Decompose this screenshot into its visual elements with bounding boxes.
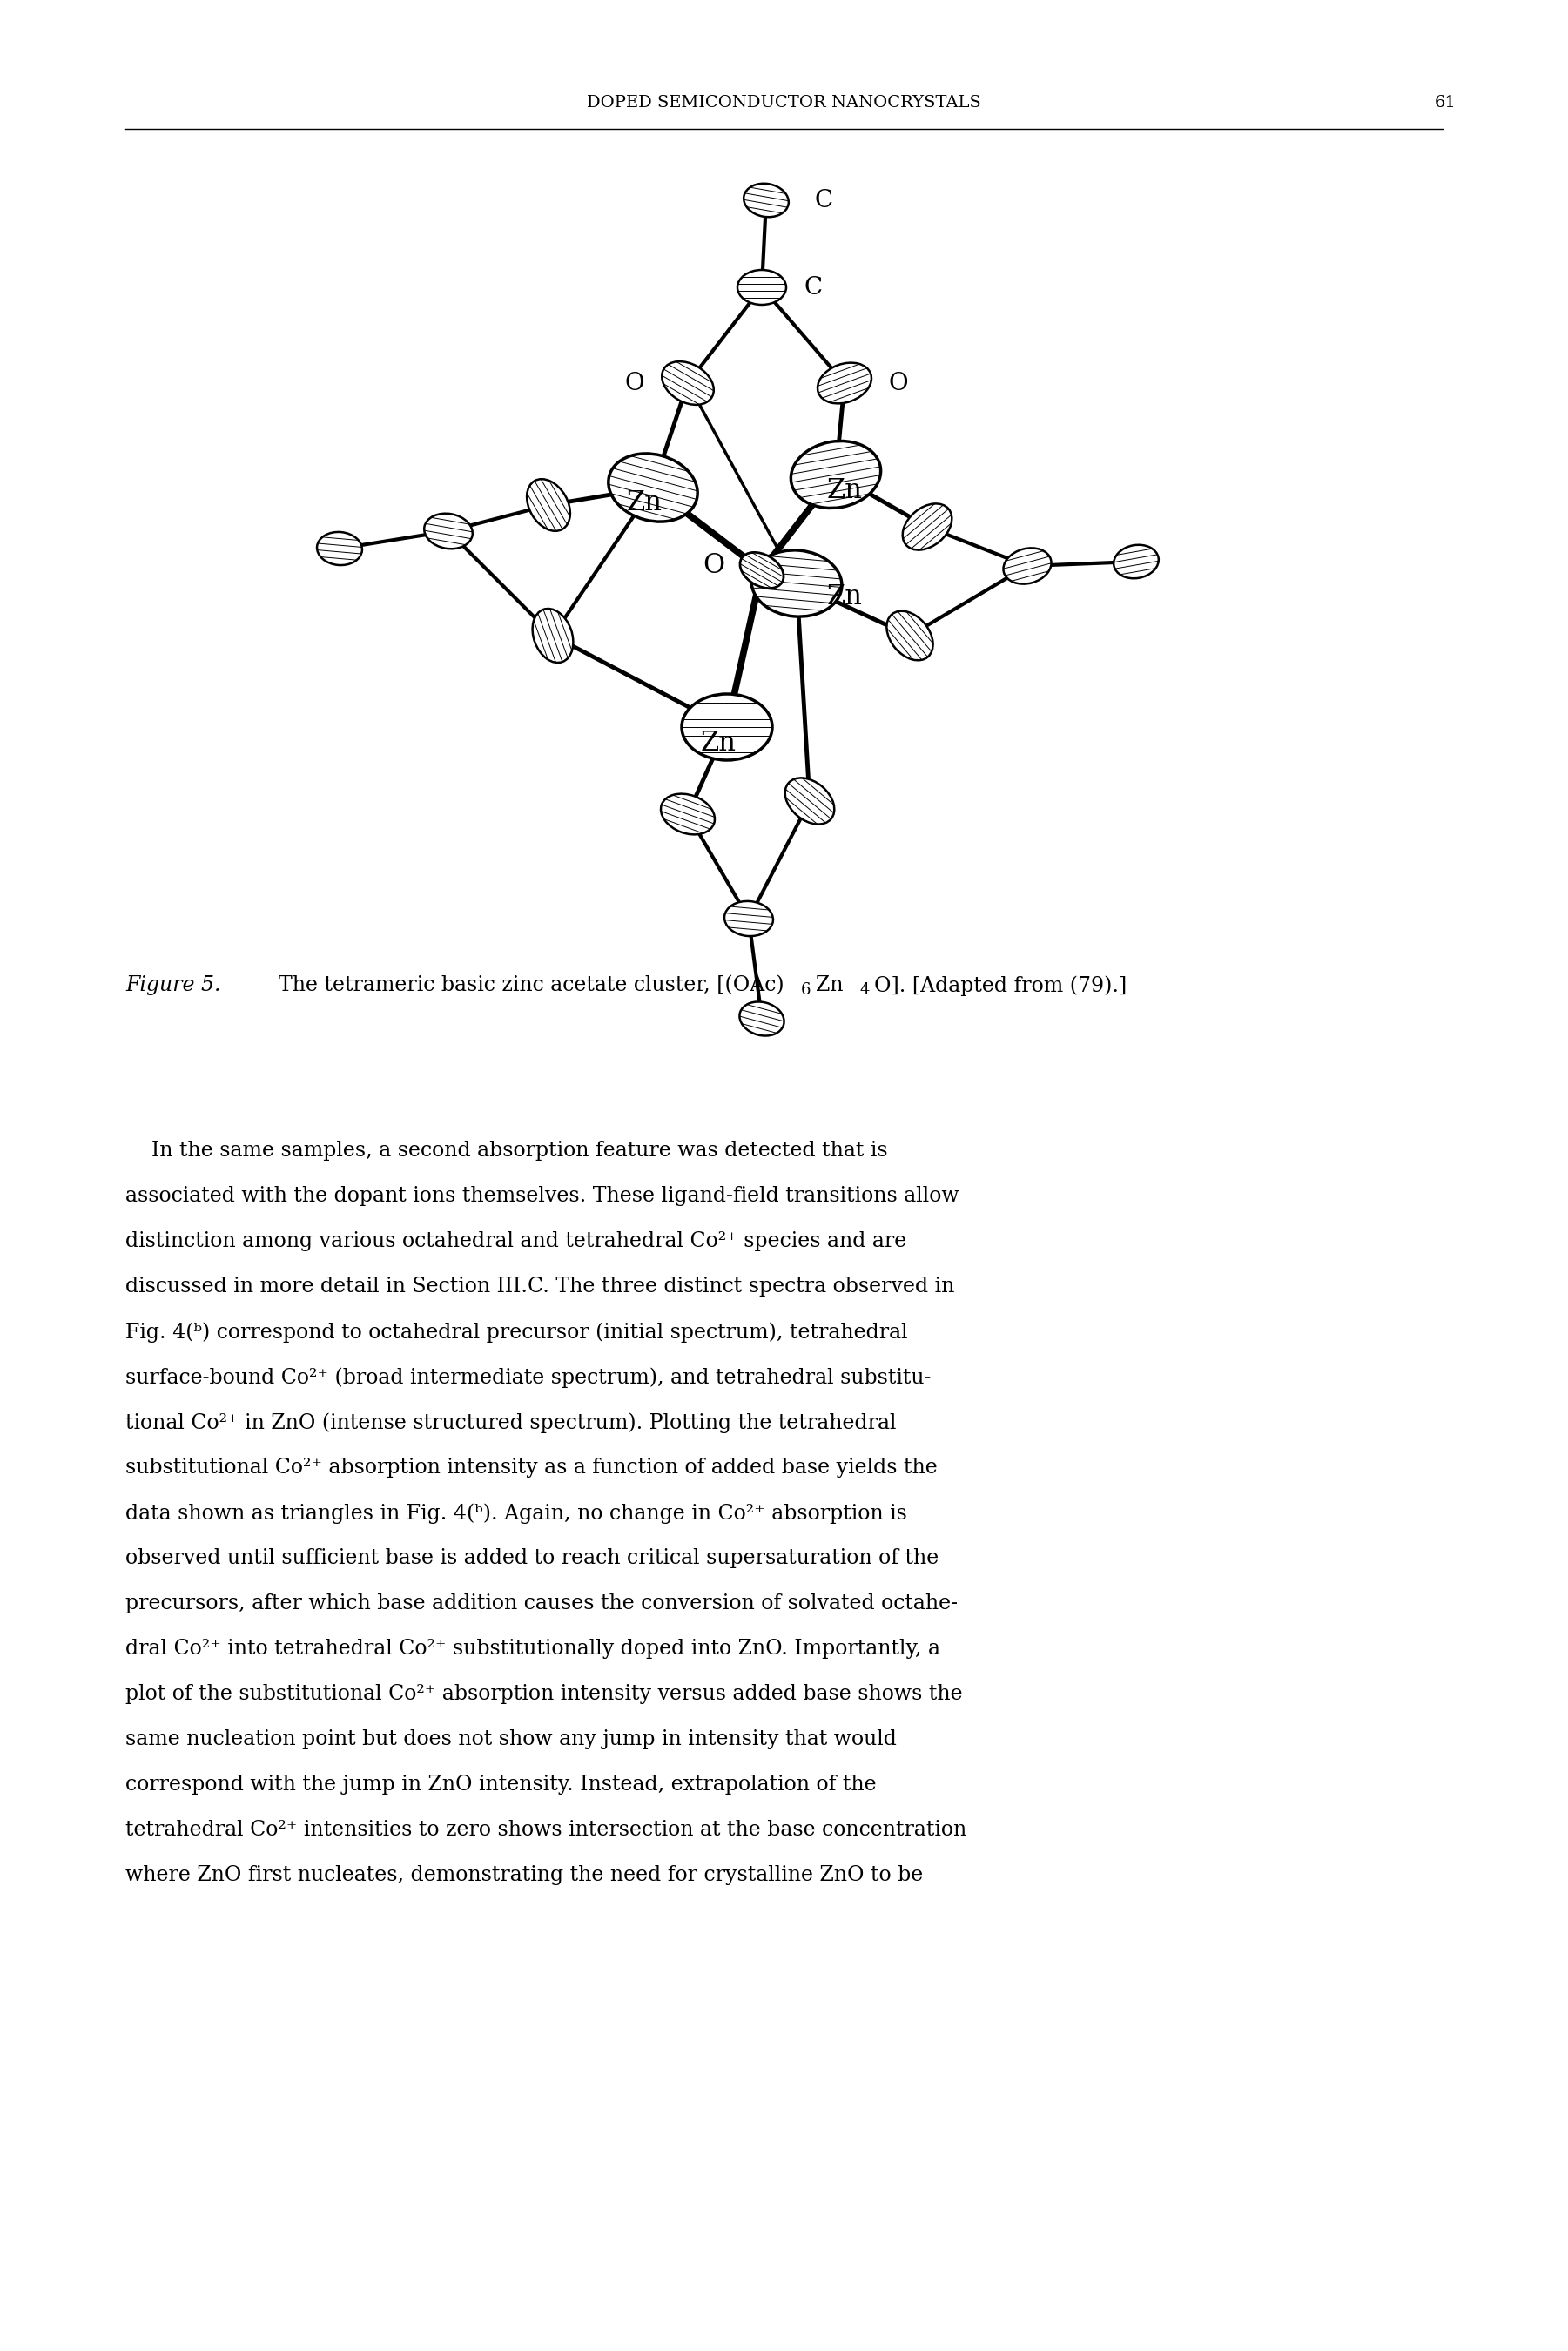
Text: 61: 61 — [1435, 94, 1457, 110]
Ellipse shape — [903, 503, 952, 550]
Text: surface-bound Co²⁺ (broad intermediate spectrum), and tetrahedral substitu-: surface-bound Co²⁺ (broad intermediate s… — [125, 1366, 931, 1387]
Text: DOPED SEMICONDUCTOR NANOCRYSTALS: DOPED SEMICONDUCTOR NANOCRYSTALS — [586, 94, 980, 110]
Ellipse shape — [1004, 548, 1051, 583]
Ellipse shape — [743, 183, 789, 216]
Text: distinction among various octahedral and tetrahedral Co²⁺ species and are: distinction among various octahedral and… — [125, 1232, 906, 1251]
Ellipse shape — [786, 778, 834, 825]
Ellipse shape — [886, 611, 933, 661]
Text: substitutional Co²⁺ absorption intensity as a function of added base yields the: substitutional Co²⁺ absorption intensity… — [125, 1458, 938, 1479]
Text: where ZnO first nucleates, demonstrating the need for crystalline ZnO to be: where ZnO first nucleates, demonstrating… — [125, 1864, 924, 1886]
Ellipse shape — [608, 454, 698, 522]
Ellipse shape — [660, 795, 715, 835]
Ellipse shape — [317, 531, 362, 564]
Ellipse shape — [790, 442, 881, 508]
Text: Zn: Zn — [826, 477, 862, 503]
Text: 6: 6 — [801, 983, 811, 997]
Text: O]. [Adapted from (79).]: O]. [Adapted from (79).] — [873, 976, 1127, 997]
Text: tional Co²⁺ in ZnO (intense structured spectrum). Plotting the tetrahedral: tional Co²⁺ in ZnO (intense structured s… — [125, 1413, 897, 1432]
Ellipse shape — [682, 694, 773, 759]
Text: Fig. 4(ᵇ) correspond to octahedral precursor (initial spectrum), tetrahedral: Fig. 4(ᵇ) correspond to octahedral precu… — [125, 1321, 908, 1342]
Ellipse shape — [737, 270, 786, 306]
Ellipse shape — [740, 1002, 784, 1037]
Text: associated with the dopant ions themselves. These ligand-field transitions allow: associated with the dopant ions themselv… — [125, 1185, 960, 1206]
Text: C: C — [814, 188, 833, 212]
Text: The tetrameric basic zinc acetate cluster, [(OAc): The tetrameric basic zinc acetate cluste… — [279, 976, 784, 994]
Ellipse shape — [425, 513, 472, 548]
Text: O: O — [624, 371, 644, 395]
Text: In the same samples, a second absorption feature was detected that is: In the same samples, a second absorption… — [125, 1140, 887, 1161]
Ellipse shape — [740, 552, 784, 588]
Text: Zn: Zn — [826, 583, 862, 609]
Text: dral Co²⁺ into tetrahedral Co²⁺ substitutionally doped into ZnO. Importantly, a: dral Co²⁺ into tetrahedral Co²⁺ substitu… — [125, 1639, 941, 1660]
Text: tetrahedral Co²⁺ intensities to zero shows intersection at the base concentratio: tetrahedral Co²⁺ intensities to zero sho… — [125, 1820, 966, 1841]
Text: O: O — [887, 371, 908, 395]
Text: 4: 4 — [859, 983, 869, 997]
Ellipse shape — [724, 900, 773, 936]
Text: O: O — [702, 552, 724, 578]
Text: observed until sufficient base is added to reach critical supersaturation of the: observed until sufficient base is added … — [125, 1549, 939, 1568]
Text: Figure 5.: Figure 5. — [125, 976, 221, 994]
Ellipse shape — [817, 362, 872, 404]
Ellipse shape — [527, 480, 571, 531]
Text: same nucleation point but does not show any jump in intensity that would: same nucleation point but does not show … — [125, 1730, 897, 1749]
Text: Zn: Zn — [701, 729, 735, 757]
Text: Zn: Zn — [815, 976, 844, 994]
Ellipse shape — [662, 362, 713, 404]
Ellipse shape — [1113, 545, 1159, 578]
Text: precursors, after which base addition causes the conversion of solvated octahe-: precursors, after which base addition ca… — [125, 1594, 958, 1613]
Ellipse shape — [751, 550, 842, 616]
Text: Zn: Zn — [627, 489, 662, 517]
Text: plot of the substitutional Co²⁺ absorption intensity versus added base shows the: plot of the substitutional Co²⁺ absorpti… — [125, 1683, 963, 1704]
Ellipse shape — [533, 609, 574, 663]
Text: discussed in more detail in Section III.C. The three distinct spectra observed i: discussed in more detail in Section III.… — [125, 1277, 955, 1295]
Text: correspond with the jump in ZnO intensity. Instead, extrapolation of the: correspond with the jump in ZnO intensit… — [125, 1775, 877, 1794]
Text: C: C — [803, 275, 822, 299]
Text: data shown as triangles in Fig. 4(ᵇ). Again, no change in Co²⁺ absorption is: data shown as triangles in Fig. 4(ᵇ). Ag… — [125, 1502, 906, 1523]
